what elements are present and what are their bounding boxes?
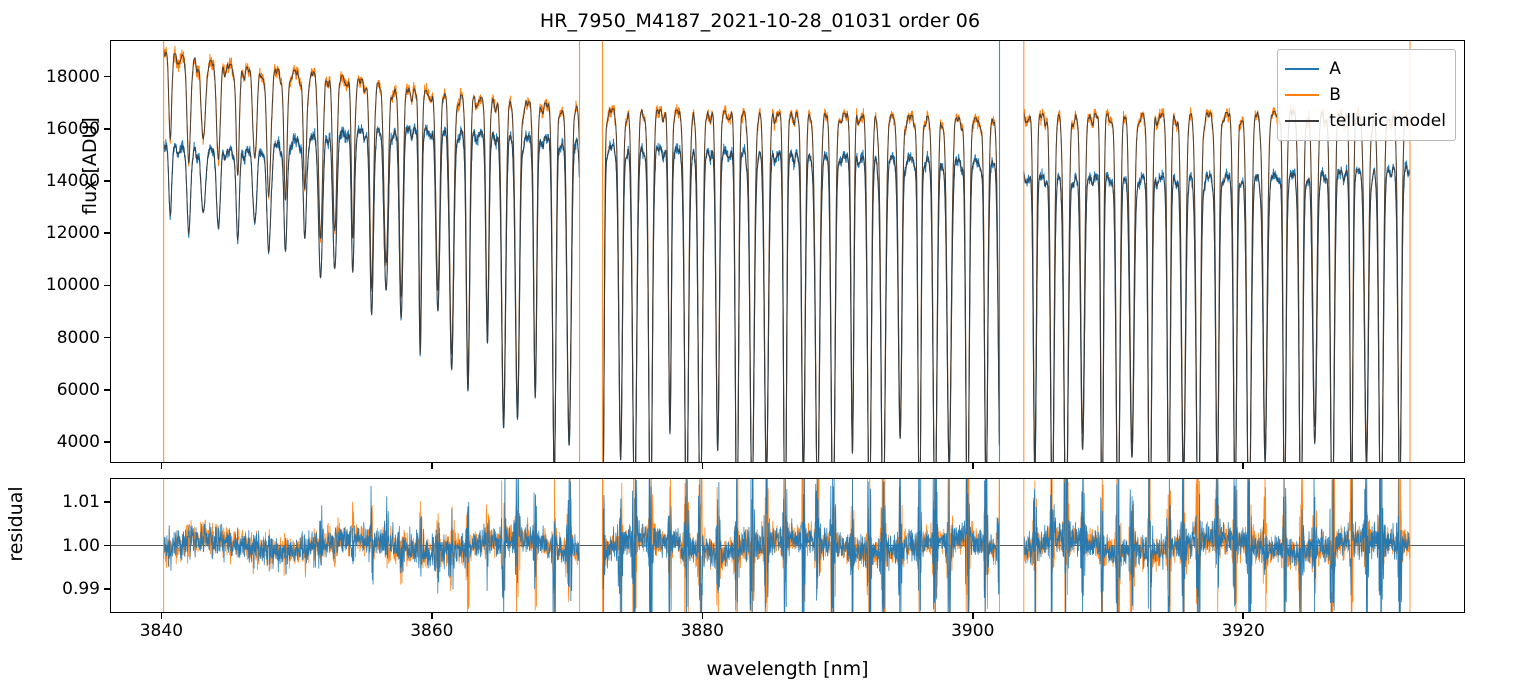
- flux-ytick-mark: [104, 441, 110, 443]
- wavelength-xtick-mark: [701, 463, 704, 469]
- legend-label: B: [1329, 84, 1341, 105]
- spectrum-trace: [163, 479, 580, 612]
- legend-item: A: [1285, 56, 1446, 82]
- wavelength-xtick-mark: [160, 613, 163, 619]
- wavelength-xtick-mark: [1242, 613, 1245, 619]
- flux-ytick-label: 12000: [45, 223, 100, 244]
- residual-panel: [110, 478, 1465, 613]
- legend-color-swatch: [1285, 94, 1320, 96]
- residual-plot-area: [111, 479, 1464, 612]
- spectrum-trace: [163, 126, 580, 462]
- spectrum-trace: [603, 144, 1000, 462]
- wavelength-xtick-label: 3900: [951, 621, 995, 641]
- flux-ytick-mark: [104, 336, 110, 339]
- flux-ytick-label: 8000: [56, 327, 100, 348]
- wavelength-xtick-label: 3880: [680, 621, 724, 641]
- wavelength-xtick-mark: [160, 463, 163, 469]
- wavelength-xtick-mark: [431, 463, 433, 469]
- flux-ytick-mark: [104, 127, 110, 130]
- flux-plot-area: [163, 41, 1411, 462]
- wavelength-xtick-mark: [1242, 463, 1245, 469]
- flux-ytick-label: 6000: [56, 379, 100, 400]
- legend-color-swatch: [1285, 68, 1320, 70]
- wavelength-xtick-label: 3920: [1221, 621, 1265, 641]
- wavelength-xtick-label: 3860: [410, 621, 454, 641]
- residual-ytick-mark: [104, 544, 110, 547]
- flux-ytick-label: 16000: [45, 118, 100, 139]
- spectrum-trace: [163, 479, 580, 612]
- residual-ytick-label: 1.01: [62, 491, 100, 512]
- flux-ytick-mark: [104, 284, 110, 287]
- spectrum-trace: [602, 479, 1000, 612]
- wavelength-xtick-mark: [971, 613, 974, 619]
- spectrum-trace: [1023, 165, 1411, 462]
- residual-ytick-label: 1.00: [62, 535, 100, 556]
- legend-item: B: [1285, 82, 1446, 108]
- flux-ytick-label: 10000: [45, 275, 100, 296]
- flux-ytick-label: 4000: [56, 432, 100, 453]
- flux-ytick-mark: [104, 75, 110, 78]
- flux-ytick-label: 14000: [45, 171, 100, 191]
- flux-ytick-mark: [104, 180, 110, 182]
- flux-ytick-mark: [104, 389, 110, 391]
- residual-ytick-mark: [104, 588, 110, 590]
- legend-label: A: [1329, 58, 1341, 79]
- wavelength-xtick-mark: [971, 463, 974, 469]
- flux-ytick-label: 18000: [45, 66, 100, 87]
- residual-axis-label: residual: [5, 486, 27, 562]
- wavelength-xtick-mark: [431, 613, 433, 619]
- page-title: HR_7950_M4187_2021-10-28_01031 order 06: [539, 10, 981, 32]
- legend-item: telluric model: [1285, 108, 1446, 134]
- spectrum-trace: [1023, 479, 1411, 612]
- flux-ytick-mark: [104, 232, 110, 235]
- wavelength-xtick-mark: [701, 613, 704, 619]
- wavelength-axis-label: wavelength [nm]: [706, 658, 869, 680]
- wavelength-xtick-label: 3840: [139, 621, 184, 641]
- legend-label: telluric model: [1329, 110, 1446, 131]
- legend-color-swatch: [1285, 120, 1320, 122]
- residual-ytick-label: 0.99: [62, 579, 100, 600]
- residual-ytick-mark: [104, 501, 110, 503]
- spectrum-trace: [163, 50, 580, 462]
